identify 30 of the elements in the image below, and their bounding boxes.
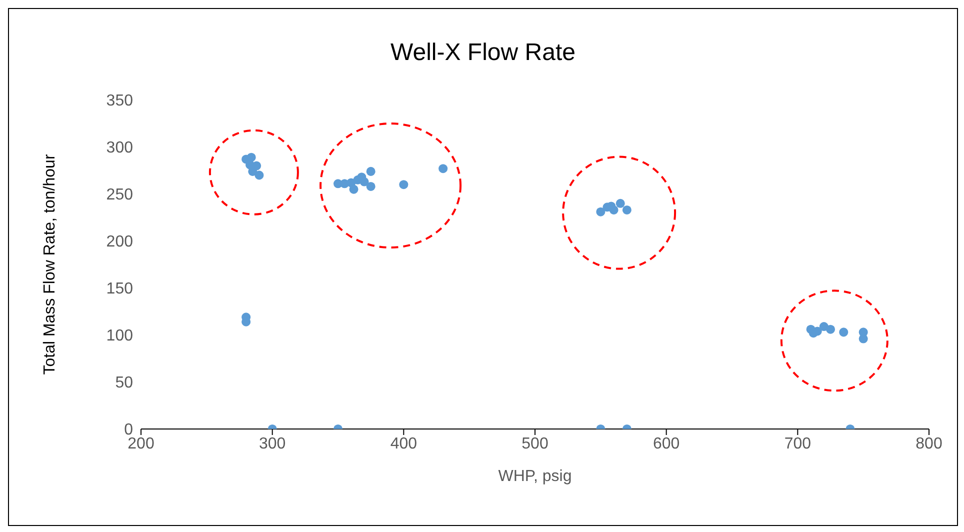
x-tick-label: 700: [784, 435, 812, 452]
point: [254, 170, 264, 180]
chart-title: Well-X Flow Rate: [390, 39, 576, 67]
point: [366, 182, 376, 191]
x-tick-label: 300: [258, 435, 286, 452]
point: [596, 207, 606, 216]
point: [360, 177, 369, 186]
y-tick-label: 50: [115, 374, 134, 392]
x-tick-label: 500: [522, 435, 548, 452]
x-tick-label: 800: [916, 435, 942, 452]
point: [438, 164, 448, 174]
y-tick-label: 250: [106, 186, 134, 204]
point: [246, 152, 256, 162]
x-tick-label: 600: [652, 435, 680, 452]
point: [826, 324, 836, 334]
y-tick-label: 300: [106, 140, 134, 157]
x-tick-label: 400: [390, 435, 418, 452]
point: [839, 328, 848, 337]
point: [399, 180, 408, 190]
y-tick-label: 100: [106, 328, 134, 345]
point: [609, 205, 618, 214]
x-axis-title: WHP, psig: [498, 468, 572, 485]
point: [616, 198, 625, 208]
point: [366, 166, 376, 176]
y-tick-label: 200: [106, 234, 134, 251]
y-tick-label: 350: [106, 92, 134, 110]
y-axis-title: Total Mass Flow Rate, ton/hour: [42, 154, 59, 375]
point: [349, 184, 358, 194]
point: [622, 205, 632, 214]
y-tick-label: 150: [106, 280, 134, 298]
